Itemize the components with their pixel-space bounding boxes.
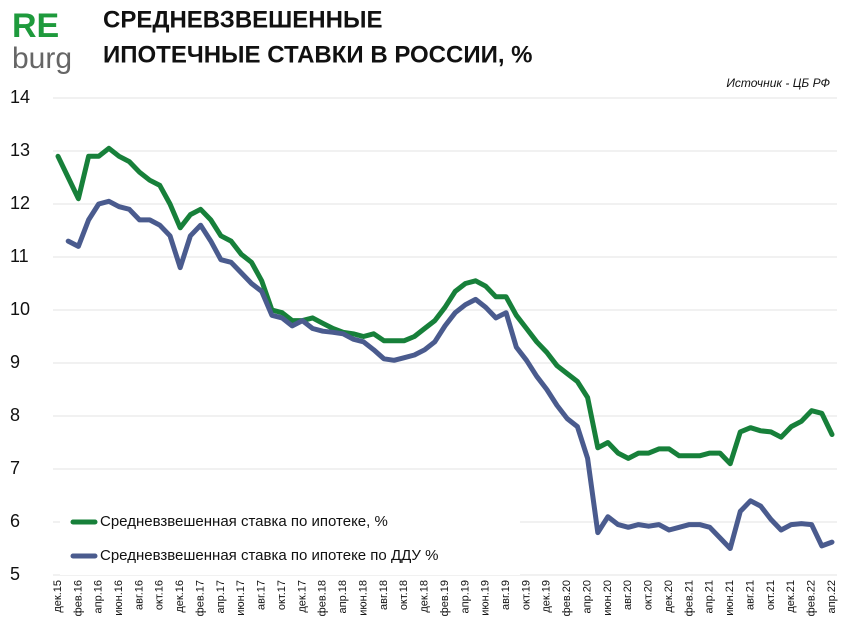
y-tick-label: 6 (10, 511, 20, 531)
x-tick-label: дек.16 (174, 580, 186, 613)
x-tick-label: авг.17 (256, 580, 268, 610)
x-tick-label: апр.21 (704, 580, 716, 613)
x-tick-label: авг.18 (378, 580, 390, 610)
x-tick-label: авг.21 (744, 580, 756, 610)
y-tick-label: 12 (10, 193, 30, 213)
x-tick-label: дек.19 (541, 580, 553, 613)
x-tick-label: фев.17 (194, 580, 206, 616)
x-tick-label: июн.20 (602, 580, 614, 616)
x-tick-label: июн.17 (235, 580, 247, 616)
x-tick-label: окт.16 (154, 580, 166, 610)
x-tick-label: апр.16 (93, 580, 105, 613)
y-tick-label: 5 (10, 564, 20, 584)
x-tick-label: окт.21 (765, 580, 777, 610)
title-line: СРЕДНЕВЗВЕШЕННЫЕ (103, 6, 382, 33)
logo-re: RE (12, 7, 59, 45)
x-tick-label: дек.21 (785, 580, 797, 613)
y-tick-label: 9 (10, 352, 20, 372)
title-line: ИПОТЕЧНЫЕ СТАВКИ В РОССИИ, % (103, 41, 533, 68)
y-tick-label: 10 (10, 299, 30, 319)
y-tick-label: 13 (10, 140, 30, 160)
y-tick-label: 14 (10, 87, 30, 107)
series-line (65, 198, 835, 551)
y-tick-label: 11 (10, 246, 29, 266)
legend-label: Средневзвешенная ставка по ипотеке, % (100, 513, 388, 530)
x-tick-label: окт.19 (520, 580, 532, 610)
x-tick-label: апр.17 (215, 580, 227, 613)
source: Источник - ЦБ РФ (726, 76, 830, 90)
x-tick-label: фев.21 (683, 580, 695, 616)
x-tick-label: фев.20 (561, 580, 573, 616)
logo-burg: burg (12, 42, 72, 75)
x-tick-label: дек.18 (419, 580, 431, 613)
x-tick-label: фев.19 (439, 580, 451, 616)
x-tick-label: июн.21 (724, 580, 736, 616)
x-tick-label: окт.17 (276, 580, 288, 610)
x-tick-label: дек.20 (663, 580, 675, 613)
x-tick-label: фев.22 (806, 580, 818, 616)
x-tick-label: апр.20 (581, 580, 593, 613)
y-tick-label: 7 (10, 458, 20, 478)
x-tick-label: апр.19 (459, 580, 471, 613)
x-tick-label: дек.15 (52, 580, 64, 613)
x-tick-label: июн.18 (357, 580, 369, 616)
legend-label: Средневзвешенная ставка по ипотеке по ДД… (100, 547, 438, 564)
x-tick-label: апр.18 (337, 580, 349, 613)
x-tick-label: окт.18 (398, 580, 410, 610)
x-tick-label: июн.19 (480, 580, 492, 616)
x-tick-label: фев.18 (317, 580, 329, 616)
series-line (55, 145, 835, 467)
x-tick-label: авг.20 (622, 580, 634, 610)
x-tick-label: июн.16 (113, 580, 125, 616)
y-tick-label: 8 (10, 405, 20, 425)
x-tick-label: авг.19 (500, 580, 512, 610)
legend-box (60, 503, 520, 575)
x-tick-label: фев.16 (72, 580, 84, 616)
x-tick-label: апр.22 (826, 580, 838, 613)
x-tick-label: окт.20 (643, 580, 655, 610)
x-tick-label: авг.16 (133, 580, 145, 610)
x-tick-label: дек.17 (296, 580, 308, 613)
